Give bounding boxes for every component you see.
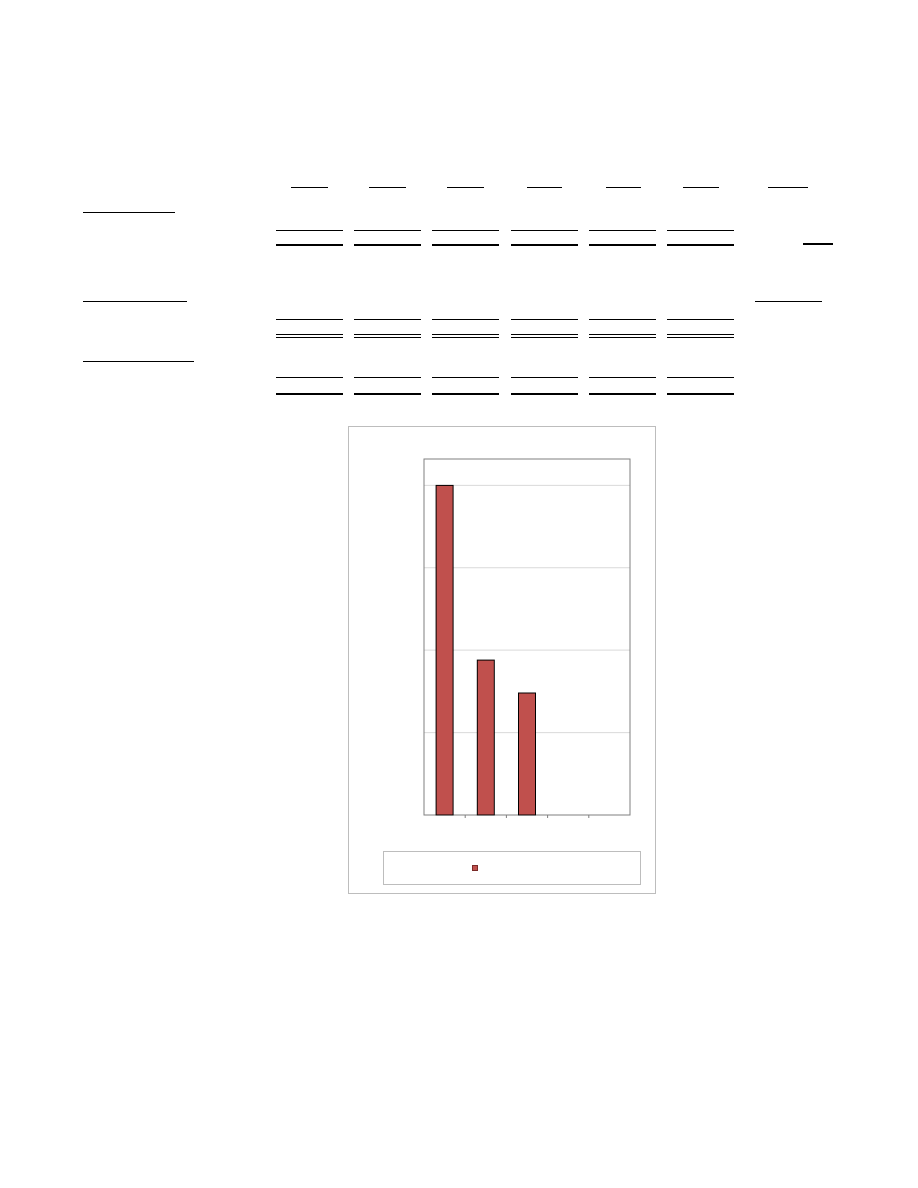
column-header-underline-3 [447, 187, 484, 188]
section-3-total-line-1 [276, 377, 343, 378]
chart-legend [383, 851, 641, 885]
section-2-total-line-1 [276, 319, 343, 320]
section-2-double-line-a-2 [354, 334, 421, 335]
section-1-label-underline [83, 212, 175, 213]
section-2-double-line-a-6 [667, 334, 734, 335]
section-2-total-line-4 [511, 319, 578, 320]
section-3-label-underline [83, 361, 194, 362]
section-3-grand-total-line-4 [511, 393, 578, 395]
column-header-underline-1 [291, 187, 328, 188]
section-2-total-line-6 [667, 319, 734, 320]
section-2-double-line-a-3 [432, 334, 499, 335]
section-1-subtotal-line-1 [276, 230, 343, 231]
section-2-total-line-2 [354, 319, 421, 320]
section-3-grand-total-line-2 [354, 393, 421, 395]
section-3-total-line-5 [589, 377, 656, 378]
section-2-double-line-a-1 [276, 334, 343, 335]
section-2-double-line-b-4 [511, 337, 578, 338]
section-3-total-line-6 [667, 377, 734, 378]
section-1-subtotal-line-2 [354, 230, 421, 231]
column-header-underline-2 [369, 187, 406, 188]
column-header-underline-6 [683, 187, 719, 188]
section-1-total-line-2 [354, 244, 421, 246]
legend-swatch [472, 865, 478, 871]
column-header-underline-7 [768, 187, 808, 188]
section-1-subtotal-line-3 [432, 230, 499, 231]
section-1-total-line-7 [803, 243, 833, 245]
chart-frame [348, 426, 656, 894]
section-2-double-line-a-4 [511, 334, 578, 335]
section-1-total-line-1 [276, 244, 343, 246]
section-3-grand-total-line-6 [667, 393, 734, 395]
column-header-underline-5 [606, 187, 641, 188]
section-2-double-line-b-1 [276, 337, 343, 338]
section-3-grand-total-line-3 [432, 393, 499, 395]
section-2-label-underline [83, 301, 187, 302]
section-2-double-line-b-6 [667, 337, 734, 338]
section-2-total-line-5 [589, 319, 656, 320]
section-1-subtotal-line-4 [511, 230, 578, 231]
section-2-column-7-underline [755, 301, 822, 302]
section-3-grand-total-line-1 [276, 393, 343, 395]
section-2-double-line-b-2 [354, 337, 421, 338]
section-1-total-line-6 [667, 244, 734, 246]
section-1-total-line-3 [432, 244, 499, 246]
section-1-total-line-4 [511, 244, 578, 246]
section-3-total-line-4 [511, 377, 578, 378]
section-1-total-line-5 [589, 244, 656, 246]
column-header-underline-4 [527, 187, 562, 188]
section-1-subtotal-line-6 [667, 230, 734, 231]
section-3-total-line-3 [432, 377, 499, 378]
section-2-total-line-3 [432, 319, 499, 320]
section-3-total-line-2 [354, 377, 421, 378]
section-2-double-line-b-3 [432, 337, 499, 338]
section-2-double-line-b-5 [589, 337, 656, 338]
section-2-double-line-a-5 [589, 334, 656, 335]
section-3-grand-total-line-5 [589, 393, 656, 395]
section-1-subtotal-line-5 [589, 230, 656, 231]
